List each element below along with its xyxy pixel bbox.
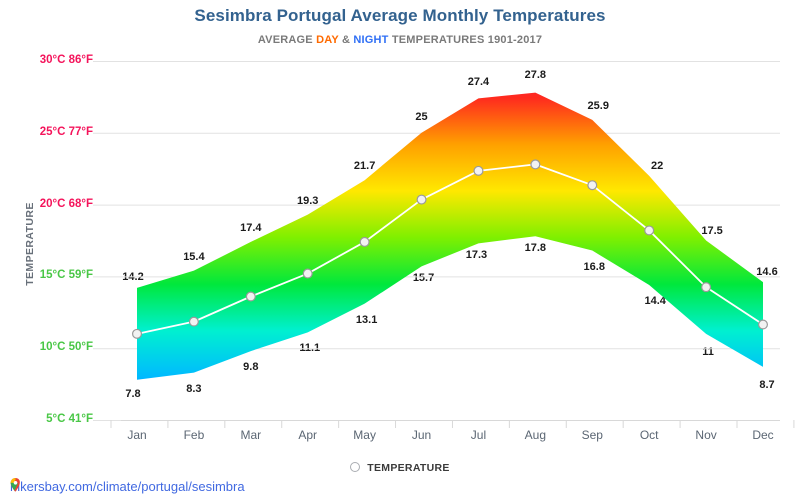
chart-subtitle: AVERAGE DAY & NIGHT TEMPERATURES 1901-20… xyxy=(0,34,800,46)
data-point-marker[interactable] xyxy=(302,268,313,279)
x-tick-label-dec: Dec xyxy=(752,428,774,442)
x-tick-label-jan: Jan xyxy=(127,428,147,442)
day-temperature-value-label: 17.4 xyxy=(240,221,262,234)
day-temperature-value-label: 17.5 xyxy=(701,224,723,237)
subtitle-prefix: AVERAGE xyxy=(257,34,317,46)
subtitle-night-word: NIGHT xyxy=(353,34,389,46)
x-tick-label-apr: Apr xyxy=(298,428,318,442)
y-tick-label-10: 10°C 50°F xyxy=(39,341,93,354)
x-tick-label-mar: Mar xyxy=(240,428,262,442)
data-point-marker[interactable] xyxy=(644,225,655,236)
y-tick-label-25: 25°C 77°F xyxy=(39,125,93,138)
x-tick-label-oct: Oct xyxy=(639,428,659,442)
night-temperature-value-label: 11 xyxy=(702,345,714,358)
source-url: hikersbay.com/climate/portugal/sesimbra xyxy=(10,479,245,495)
data-point-marker[interactable] xyxy=(587,180,598,191)
data-point-marker[interactable] xyxy=(416,194,427,205)
y-tick-label-30: 30°C 86°F xyxy=(39,54,93,66)
map-pin-icon xyxy=(10,478,20,492)
data-point-marker[interactable] xyxy=(188,316,199,327)
x-tick-label-jun: Jun xyxy=(411,428,432,442)
data-point-marker[interactable] xyxy=(701,282,712,293)
subtitle-ampersand: & xyxy=(338,34,354,46)
night-temperature-value-label: 14.4 xyxy=(644,295,666,308)
day-temperature-value-label: 25.9 xyxy=(587,99,609,112)
day-temperature-value-label: 27.4 xyxy=(467,76,490,89)
night-temperature-value-label: 17.3 xyxy=(465,249,488,262)
x-tick-label-sep: Sep xyxy=(581,428,603,442)
x-axis xyxy=(110,420,795,428)
x-tick-label-jul: Jul xyxy=(470,428,487,442)
source-link[interactable]: hikersbay.com/climate/portugal/sesimbra xyxy=(10,478,245,494)
data-point-marker[interactable] xyxy=(245,291,256,302)
night-temperature-value-label: 7.8 xyxy=(125,387,141,400)
data-point-marker[interactable] xyxy=(530,159,541,170)
data-point-marker[interactable] xyxy=(359,236,370,247)
day-temperature-value-label: 27.8 xyxy=(524,68,547,81)
x-tick-label-nov: Nov xyxy=(695,428,717,442)
page-title: Sesimbra Portugal Average Monthly Temper… xyxy=(194,6,606,25)
day-temperature-value-label: 25 xyxy=(415,110,428,123)
data-point-marker[interactable] xyxy=(757,319,768,330)
legend-marker-icon xyxy=(350,462,361,473)
day-temperature-value-label: 14.6 xyxy=(756,266,778,279)
night-temperature-value-label: 15.7 xyxy=(412,272,435,285)
y-tick-label-20: 20°C 68°F xyxy=(39,197,93,210)
night-temperature-value-label: 9.8 xyxy=(243,361,259,374)
day-temperature-value-label: 19.3 xyxy=(297,194,319,207)
night-temperature-value-label: 13.1 xyxy=(355,313,378,326)
y-tick-label-15: 15°C 59°F xyxy=(39,269,93,282)
day-temperature-value-label: 21.7 xyxy=(353,160,376,173)
night-temperature-value-label: 8.3 xyxy=(186,382,202,395)
chart-legend[interactable]: TEMPERATURE xyxy=(0,462,800,474)
day-temperature-value-label: 22 xyxy=(651,159,664,172)
legend-label: TEMPERATURE xyxy=(367,462,450,474)
data-point-markers[interactable] xyxy=(132,159,768,339)
x-tick-label-feb: Feb xyxy=(183,428,205,442)
day-temperature-value-label: 15.4 xyxy=(183,250,205,263)
subtitle-day-word: DAY xyxy=(316,34,339,46)
night-temperature-value-label: 17.8 xyxy=(524,242,547,255)
data-point-marker[interactable] xyxy=(132,328,143,339)
data-point-marker[interactable] xyxy=(473,165,484,176)
subtitle-suffix: TEMPERATURES 1901-2017 xyxy=(388,34,543,46)
x-tick-label-aug: Aug xyxy=(524,428,547,442)
night-temperature-value-label: 8.7 xyxy=(759,378,775,391)
temperature-band xyxy=(137,92,763,380)
night-temperature-value-label: 16.8 xyxy=(583,260,605,273)
x-tick-label-may: May xyxy=(353,428,376,442)
y-tick-label-5: 5°C 41°F xyxy=(46,413,93,425)
mean-temperature-line xyxy=(136,163,764,335)
